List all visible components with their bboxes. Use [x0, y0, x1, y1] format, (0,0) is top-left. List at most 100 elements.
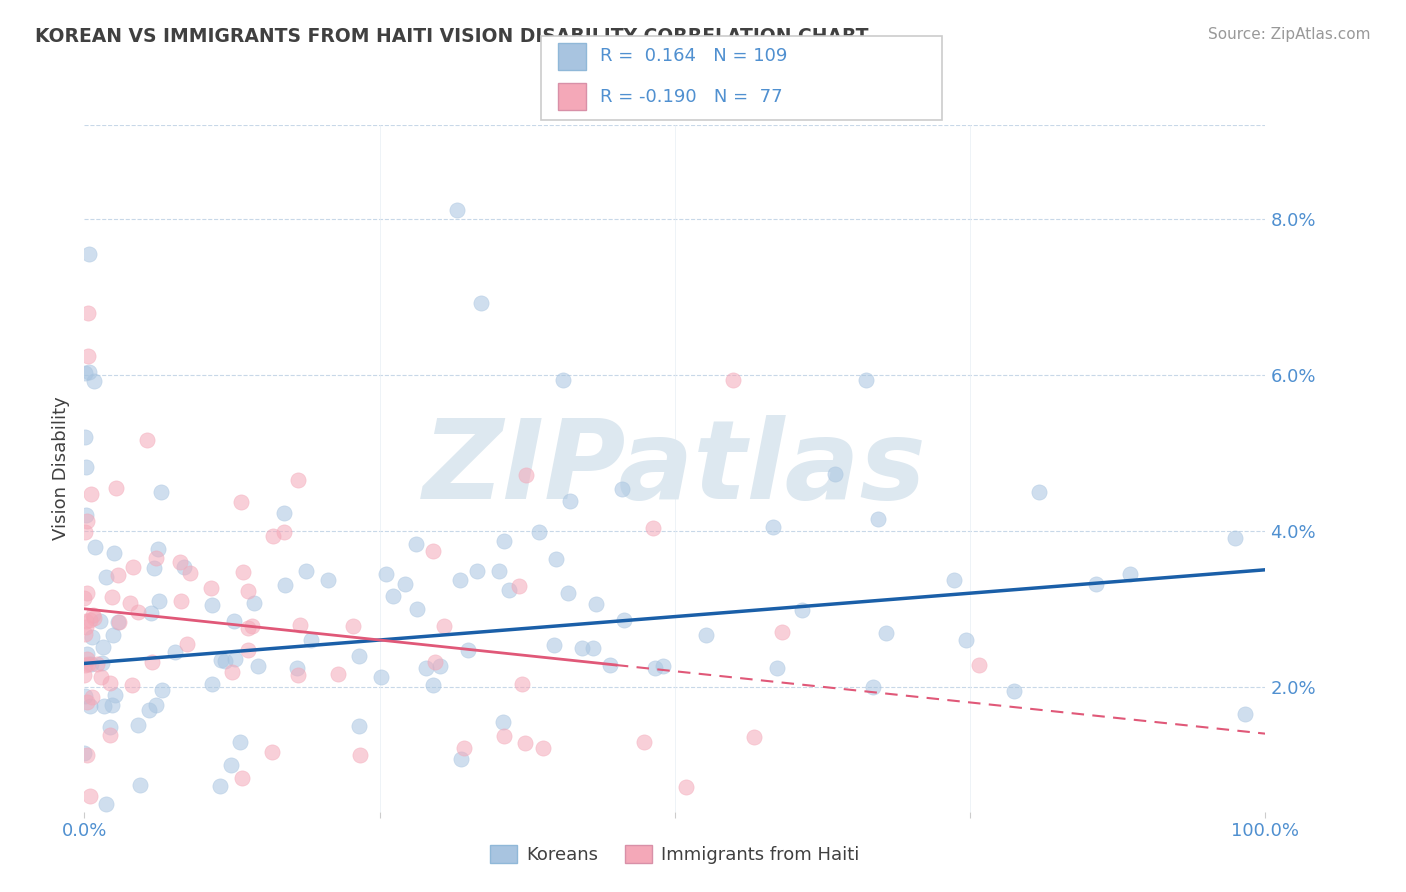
Point	[498, 583, 520, 598]
Point	[76, 349, 98, 363]
Point	[610, 483, 633, 497]
Point	[76, 585, 98, 599]
Point	[96, 797, 118, 811]
Point	[122, 559, 145, 574]
Point	[83, 374, 105, 388]
Point	[558, 493, 581, 508]
Point	[274, 578, 297, 592]
Point	[405, 537, 427, 551]
Point	[824, 467, 846, 482]
Point	[429, 659, 451, 673]
Point	[209, 653, 232, 667]
Point	[229, 735, 252, 749]
Point	[214, 654, 236, 668]
Point	[75, 620, 97, 634]
Point	[238, 642, 260, 657]
Point	[240, 619, 263, 633]
Point	[328, 667, 350, 681]
Point	[695, 628, 717, 642]
Point	[262, 529, 284, 543]
Point	[121, 677, 143, 691]
Point	[247, 659, 270, 673]
Point	[422, 544, 444, 558]
Point	[349, 719, 371, 733]
Point	[170, 594, 193, 608]
Point	[422, 678, 444, 692]
Point	[641, 521, 664, 535]
Point	[765, 661, 787, 675]
Point	[295, 564, 318, 578]
Point	[77, 306, 100, 320]
Point	[423, 655, 446, 669]
Point	[288, 617, 311, 632]
Point	[104, 688, 127, 702]
Point	[148, 594, 170, 608]
Point	[515, 736, 537, 750]
Point	[967, 657, 990, 672]
Point	[433, 619, 456, 633]
Point	[201, 598, 224, 612]
Point	[236, 621, 259, 635]
Point	[84, 540, 107, 554]
Point	[1223, 531, 1246, 545]
Point	[80, 487, 103, 501]
Point	[942, 573, 965, 587]
Point	[139, 606, 162, 620]
Point	[141, 655, 163, 669]
Point	[492, 533, 515, 548]
Point	[94, 570, 117, 584]
Point	[651, 658, 673, 673]
Point	[347, 648, 370, 663]
Point	[79, 789, 101, 804]
Point	[224, 614, 246, 628]
Point	[165, 645, 187, 659]
Point	[381, 589, 404, 603]
Point	[875, 626, 897, 640]
Point	[76, 747, 98, 762]
Point	[73, 524, 96, 539]
Point	[80, 657, 103, 672]
Point	[127, 717, 149, 731]
Point	[143, 561, 166, 575]
Point	[1119, 567, 1142, 582]
Point	[82, 690, 104, 704]
Point	[135, 434, 157, 448]
Point	[107, 615, 129, 629]
Point	[394, 577, 416, 591]
Point	[531, 740, 554, 755]
Point	[375, 567, 398, 582]
Point	[1085, 576, 1108, 591]
Point	[613, 613, 636, 627]
Point	[633, 735, 655, 749]
Point	[150, 683, 173, 698]
Point	[232, 566, 254, 580]
Text: Source: ZipAtlas.com: Source: ZipAtlas.com	[1208, 27, 1371, 42]
Point	[75, 614, 97, 628]
Point	[201, 677, 224, 691]
Point	[675, 780, 697, 794]
Point	[76, 695, 98, 709]
Point	[118, 596, 141, 610]
Point	[98, 720, 121, 734]
Point	[75, 508, 97, 522]
Point	[150, 485, 173, 500]
Point	[492, 729, 515, 743]
Point	[450, 752, 472, 766]
Point	[104, 481, 127, 495]
Point	[762, 520, 785, 534]
Point	[470, 295, 492, 310]
Point	[82, 607, 104, 622]
Point	[138, 703, 160, 717]
Point	[89, 615, 111, 629]
Point	[127, 605, 149, 619]
Point	[91, 656, 114, 670]
Point	[107, 615, 129, 629]
Point	[200, 581, 222, 595]
Point	[571, 641, 593, 656]
Point	[236, 583, 259, 598]
Point	[73, 591, 96, 605]
Point	[370, 670, 392, 684]
Text: ZIPatlas: ZIPatlas	[423, 415, 927, 522]
Point	[491, 714, 513, 729]
Point	[285, 661, 308, 675]
